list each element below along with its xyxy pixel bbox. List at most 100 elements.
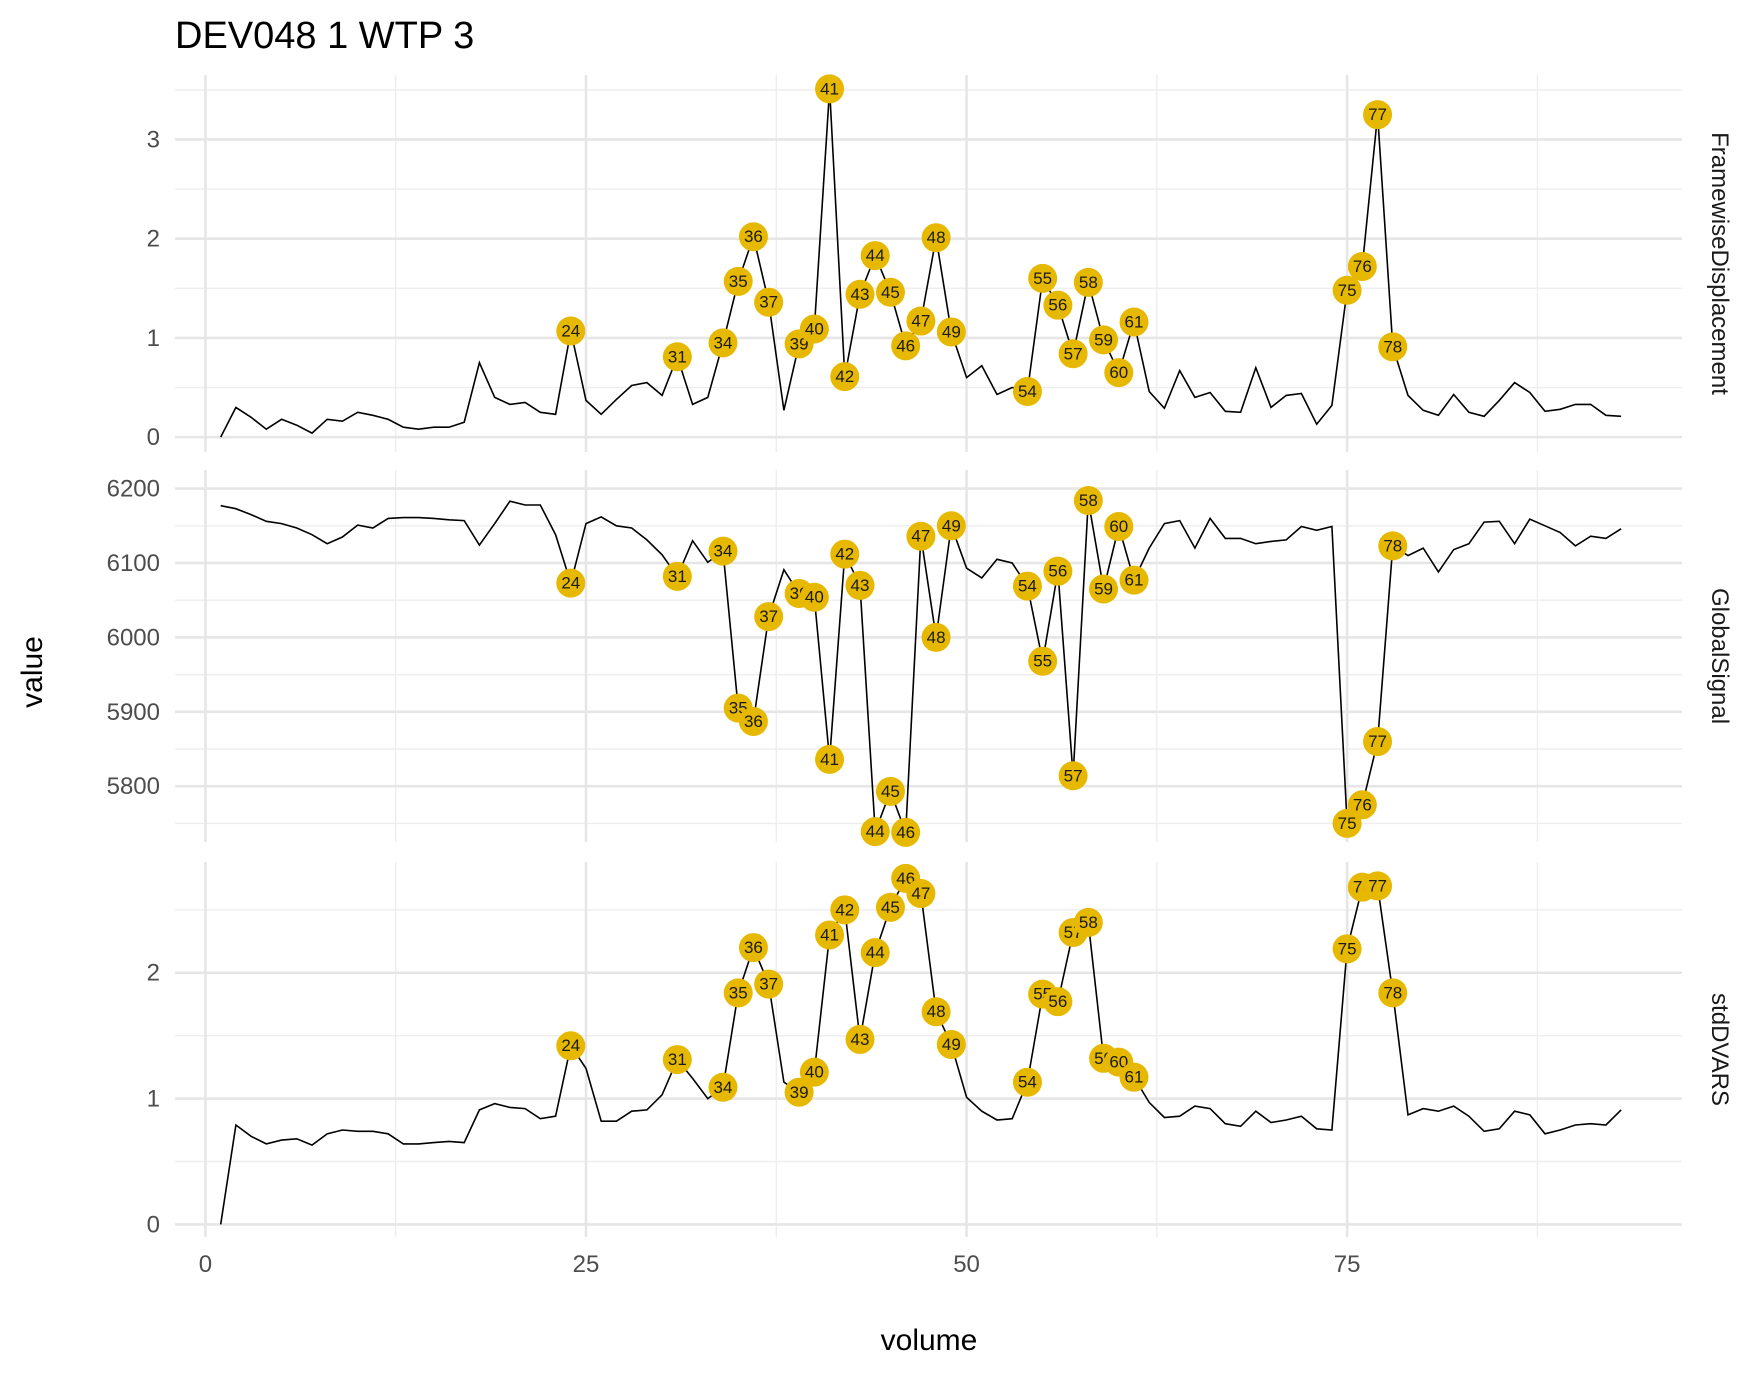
flagged-point-label: 49 (942, 322, 961, 341)
flagged-point-label: 76 (1353, 795, 1372, 814)
flagged-point-label: 42 (835, 367, 854, 386)
y-tick-label: 3 (147, 126, 160, 153)
flagged-volume-marker: 76 (1347, 251, 1377, 281)
flagged-point (921, 622, 951, 652)
flagged-point-label: 75 (1338, 939, 1357, 958)
flagged-point (784, 1077, 814, 1107)
flagged-point (936, 511, 966, 541)
x-tick-label: 50 (953, 1251, 980, 1278)
flagged-point (1089, 574, 1119, 604)
flagged-volume-marker: 48 (921, 622, 951, 652)
flagged-point-label: 45 (881, 283, 900, 302)
x-axis: 0 25 50 75 (199, 1251, 1361, 1278)
y-tick-label: 0 (147, 1211, 160, 1238)
flagged-volume-marker: 78 (1378, 332, 1408, 362)
flagged-point-label: 40 (805, 319, 824, 338)
flagged-point (860, 241, 890, 271)
flagged-point (815, 920, 845, 950)
flagged-volume-marker: 37 (754, 287, 784, 317)
flagged-volume-marker: 56 (1043, 556, 1073, 586)
flagged-point-label: 40 (805, 1063, 824, 1082)
flagged-point (738, 222, 768, 252)
flagged-volume-marker: 75 (1332, 934, 1362, 964)
flagged-volume-marker: 40 (799, 1057, 829, 1087)
flagged-point-label: 36 (744, 938, 763, 957)
flagged-volume-marker: 54 (1012, 376, 1042, 406)
flagged-volume-marker: 54 (1012, 571, 1042, 601)
flagged-point-label: 44 (866, 822, 885, 841)
flagged-volume-marker: 49 (936, 511, 966, 541)
flagged-point-label: 56 (1048, 562, 1067, 581)
flagged-volume-marker: 59 (1089, 574, 1119, 604)
flagged-volume-marker: 56 (1043, 987, 1073, 1017)
flagged-point (845, 570, 875, 600)
flagged-volume-marker: 59 (1089, 325, 1119, 355)
flagged-volume-marker: 78 (1378, 978, 1408, 1008)
flagged-point (830, 362, 860, 392)
flagged-point (708, 536, 738, 566)
flagged-point (860, 817, 890, 847)
chart-title: DEV048 1 WTP 3 (175, 15, 474, 57)
flagged-point-label: 36 (744, 227, 763, 246)
flagged-point-label: 24 (561, 1036, 580, 1055)
flagged-point-label: 46 (896, 869, 915, 888)
flagged-volume-marker: 61 (1119, 1062, 1149, 1092)
flagged-point-label: 47 (911, 884, 930, 903)
flagged-point (1043, 290, 1073, 320)
flagged-volume-marker: 34 (708, 536, 738, 566)
flagged-point-label: 35 (729, 983, 748, 1002)
flagged-point-label: 41 (820, 79, 839, 98)
flagged-point-label: 34 (714, 1078, 733, 1097)
flagged-volume-marker: 60 (1104, 358, 1134, 388)
facet-strip-label: GlobalSignal (1706, 588, 1733, 724)
flagged-volume-marker: 78 (1378, 531, 1408, 561)
flagged-point-label: 78 (1383, 983, 1402, 1002)
flagged-point-label: 24 (561, 321, 580, 340)
x-tick-label: 0 (199, 1251, 212, 1278)
series-line-FramewiseDisplacement (219, 88, 1622, 438)
flagged-point (754, 602, 784, 632)
flagged-volume-marker: 61 (1119, 307, 1149, 337)
flagged-point-label: 31 (668, 347, 687, 366)
flagged-point (1073, 267, 1103, 297)
flagged-volume-marker: 58 (1073, 907, 1103, 937)
flagged-point (1089, 325, 1119, 355)
flagged-point-label: 46 (896, 336, 915, 355)
flagged-volume-marker: 42 (830, 362, 860, 392)
flagged-point (906, 878, 936, 908)
flagged-volume-marker: 55 (1028, 646, 1058, 676)
x-axis-title: volume (881, 1324, 978, 1357)
flagged-point-label: 47 (911, 527, 930, 546)
y-tick-label: 2 (147, 960, 160, 987)
flagged-point-label: 55 (1033, 652, 1052, 671)
flagged-point-label: 58 (1079, 913, 1098, 932)
y-tick-label: 5800 (107, 773, 160, 800)
flagged-volume-marker: 41 (815, 920, 845, 950)
flagged-point-label: 37 (759, 975, 778, 994)
flagged-volume-marker: 48 (921, 997, 951, 1027)
flagged-point-label: 54 (1018, 1073, 1037, 1092)
flagged-point (875, 892, 905, 922)
flagged-point-label: 45 (881, 898, 900, 917)
flagged-point-label: 45 (881, 782, 900, 801)
flagged-point (662, 1045, 692, 1075)
flagged-point-label: 34 (714, 542, 733, 561)
flagged-point-label: 60 (1109, 517, 1128, 536)
flagged-point-label: 37 (759, 607, 778, 626)
flagged-point (830, 895, 860, 925)
flagged-point-label: 47 (911, 312, 930, 331)
y-tick-label: 6200 (107, 476, 160, 503)
flagged-point-label: 61 (1125, 1068, 1144, 1087)
flagged-volume-marker: 31 (662, 1045, 692, 1075)
flagged-point-label: 42 (835, 545, 854, 564)
flagged-point (754, 287, 784, 317)
flagged-point-label: 57 (1064, 344, 1083, 363)
flagged-point-label: 49 (942, 1035, 961, 1054)
flagged-volume-marker: 77 (1363, 100, 1393, 130)
flagged-point (1012, 376, 1042, 406)
x-tick-label: 75 (1334, 1251, 1361, 1278)
flagged-volume-marker: 77 (1363, 727, 1393, 757)
y-tick-label: 2 (147, 226, 160, 253)
flagged-point-label: 75 (1338, 814, 1357, 833)
flagged-volume-marker: 44 (860, 817, 890, 847)
